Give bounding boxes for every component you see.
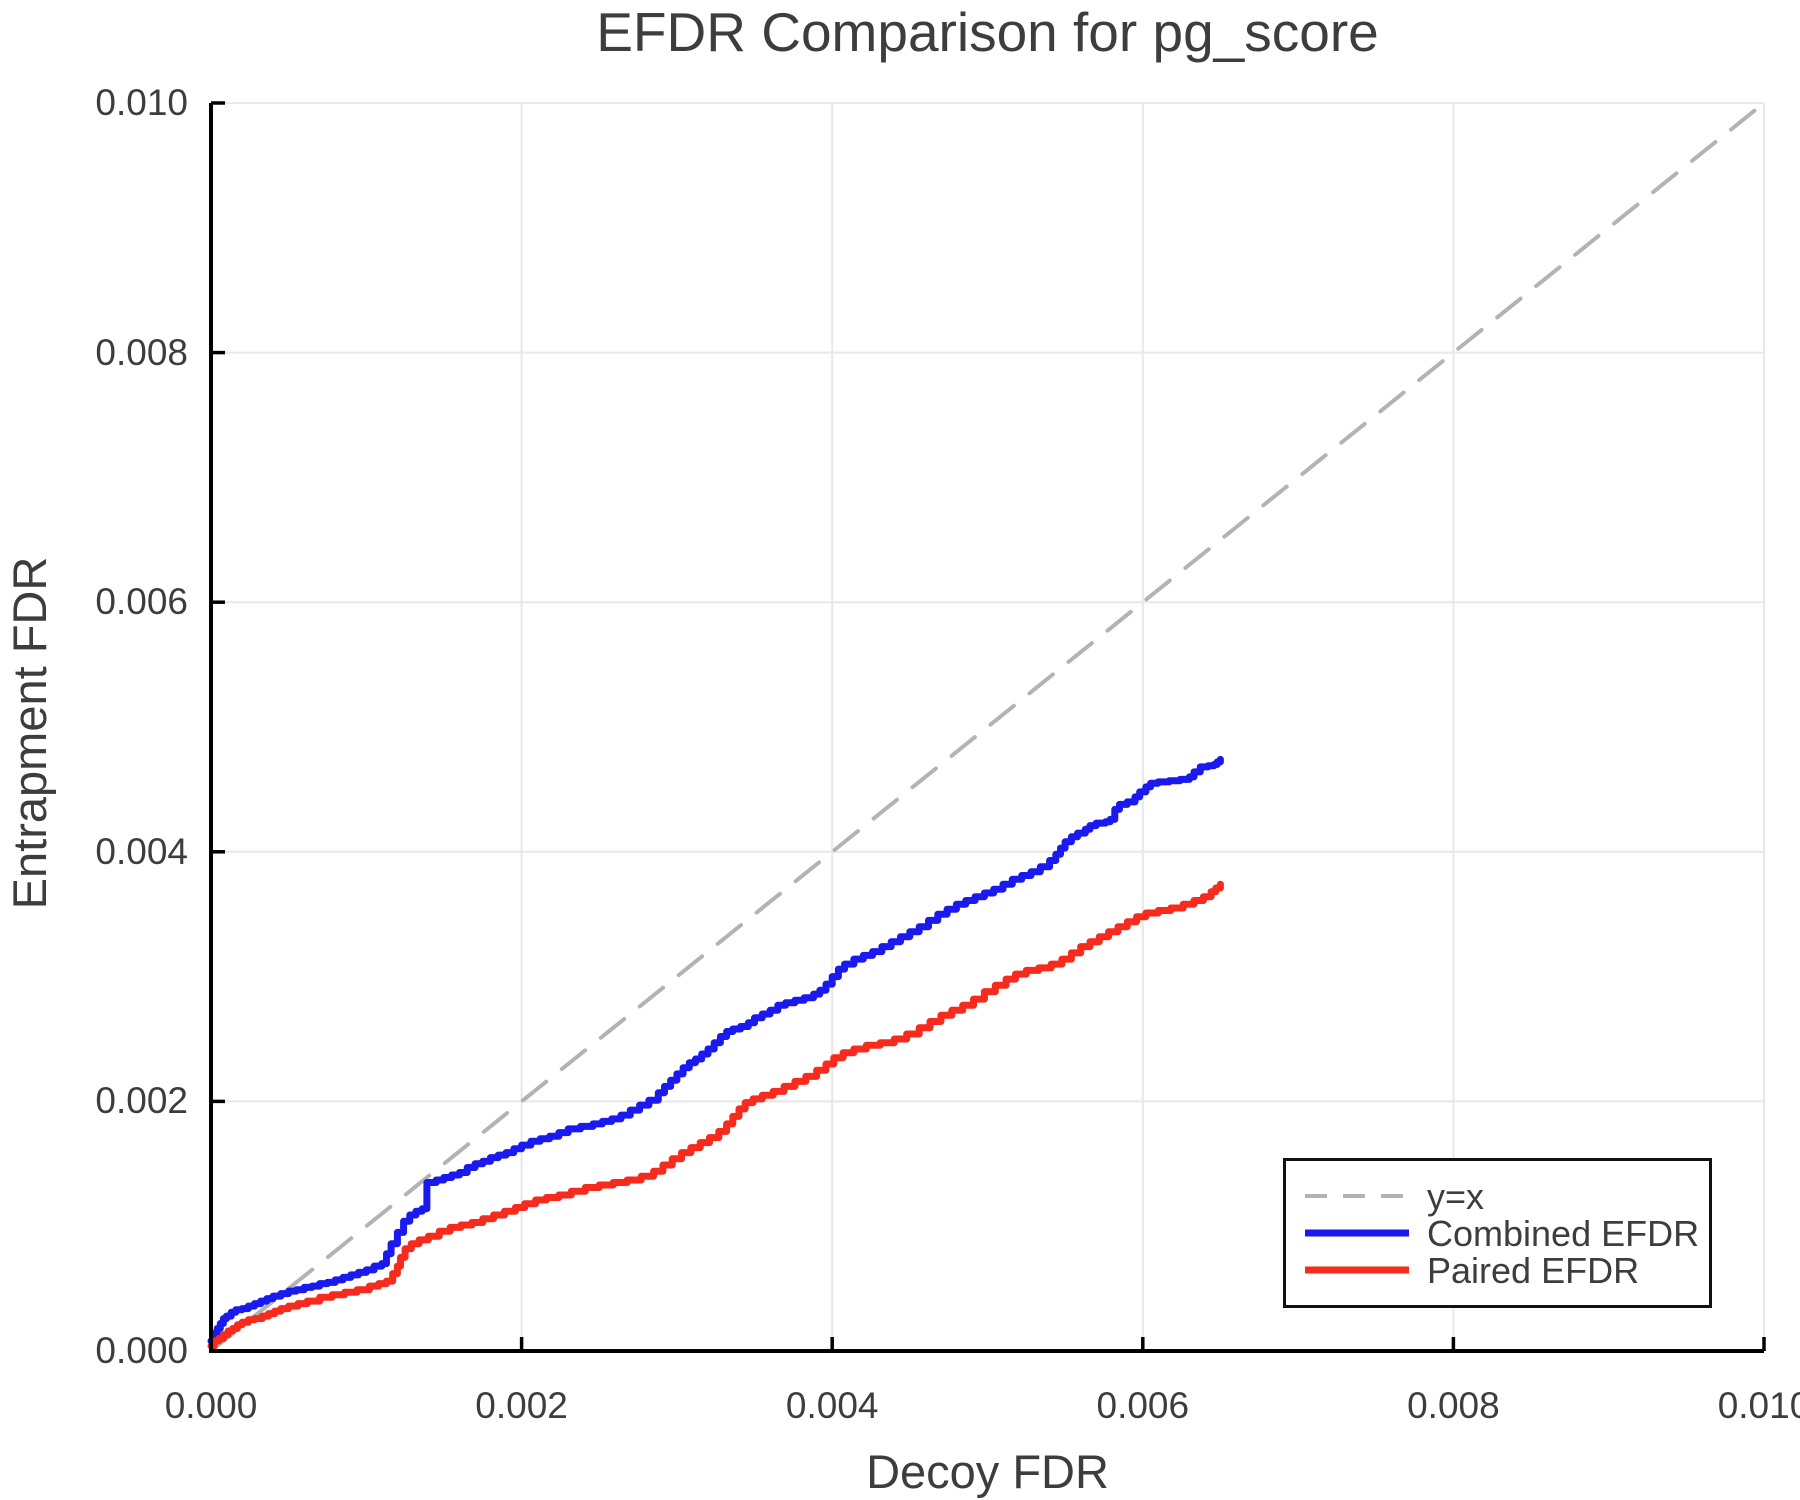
series-line-paired-efdr: [207, 880, 1224, 1350]
x-tick-label: 0.000: [164, 1385, 258, 1426]
series-line-combined-efdr: [207, 755, 1224, 1345]
x-tick-label: 0.004: [785, 1385, 879, 1426]
legend-item-y-x: y=x: [1303, 1178, 1709, 1215]
y-tick-label: 0.008: [95, 331, 188, 373]
x-axis-label: Decoy FDR: [866, 1445, 1109, 1498]
y-axis-label: Entrapment FDR: [3, 556, 56, 910]
y-tick-label: 0.010: [95, 82, 188, 123]
legend-item-paired-efdr: Paired EFDR: [1303, 1252, 1709, 1289]
chart-title: EFDR Comparison for pg_score: [596, 1, 1379, 63]
legend-label: Combined EFDR: [1427, 1212, 1700, 1254]
series-line-y-x: [209, 101, 1766, 1353]
x-tick-label: 0.008: [1407, 1385, 1500, 1426]
legend-line-sample: [1305, 1266, 1409, 1274]
legend-item-combined-efdr: Combined EFDR: [1303, 1215, 1709, 1252]
legend-label: y=x: [1427, 1175, 1485, 1217]
y-tick-label: 0.006: [95, 581, 188, 623]
legend-line-sample: [1305, 1229, 1409, 1237]
legend-line-sample: [1305, 1194, 1409, 1198]
legend: y=x Combined EFDR Paired EFDR: [1283, 1158, 1712, 1308]
x-tick-label: 0.006: [1096, 1385, 1190, 1426]
x-tick-label: 0.002: [475, 1385, 568, 1426]
y-tick-label: 0.002: [95, 1080, 188, 1122]
y-tick-label: 0.000: [95, 1330, 188, 1371]
x-tick-label: 0.010: [1717, 1385, 1800, 1426]
legend-label: Paired EFDR: [1427, 1249, 1640, 1291]
y-tick-label: 0.004: [95, 830, 188, 872]
